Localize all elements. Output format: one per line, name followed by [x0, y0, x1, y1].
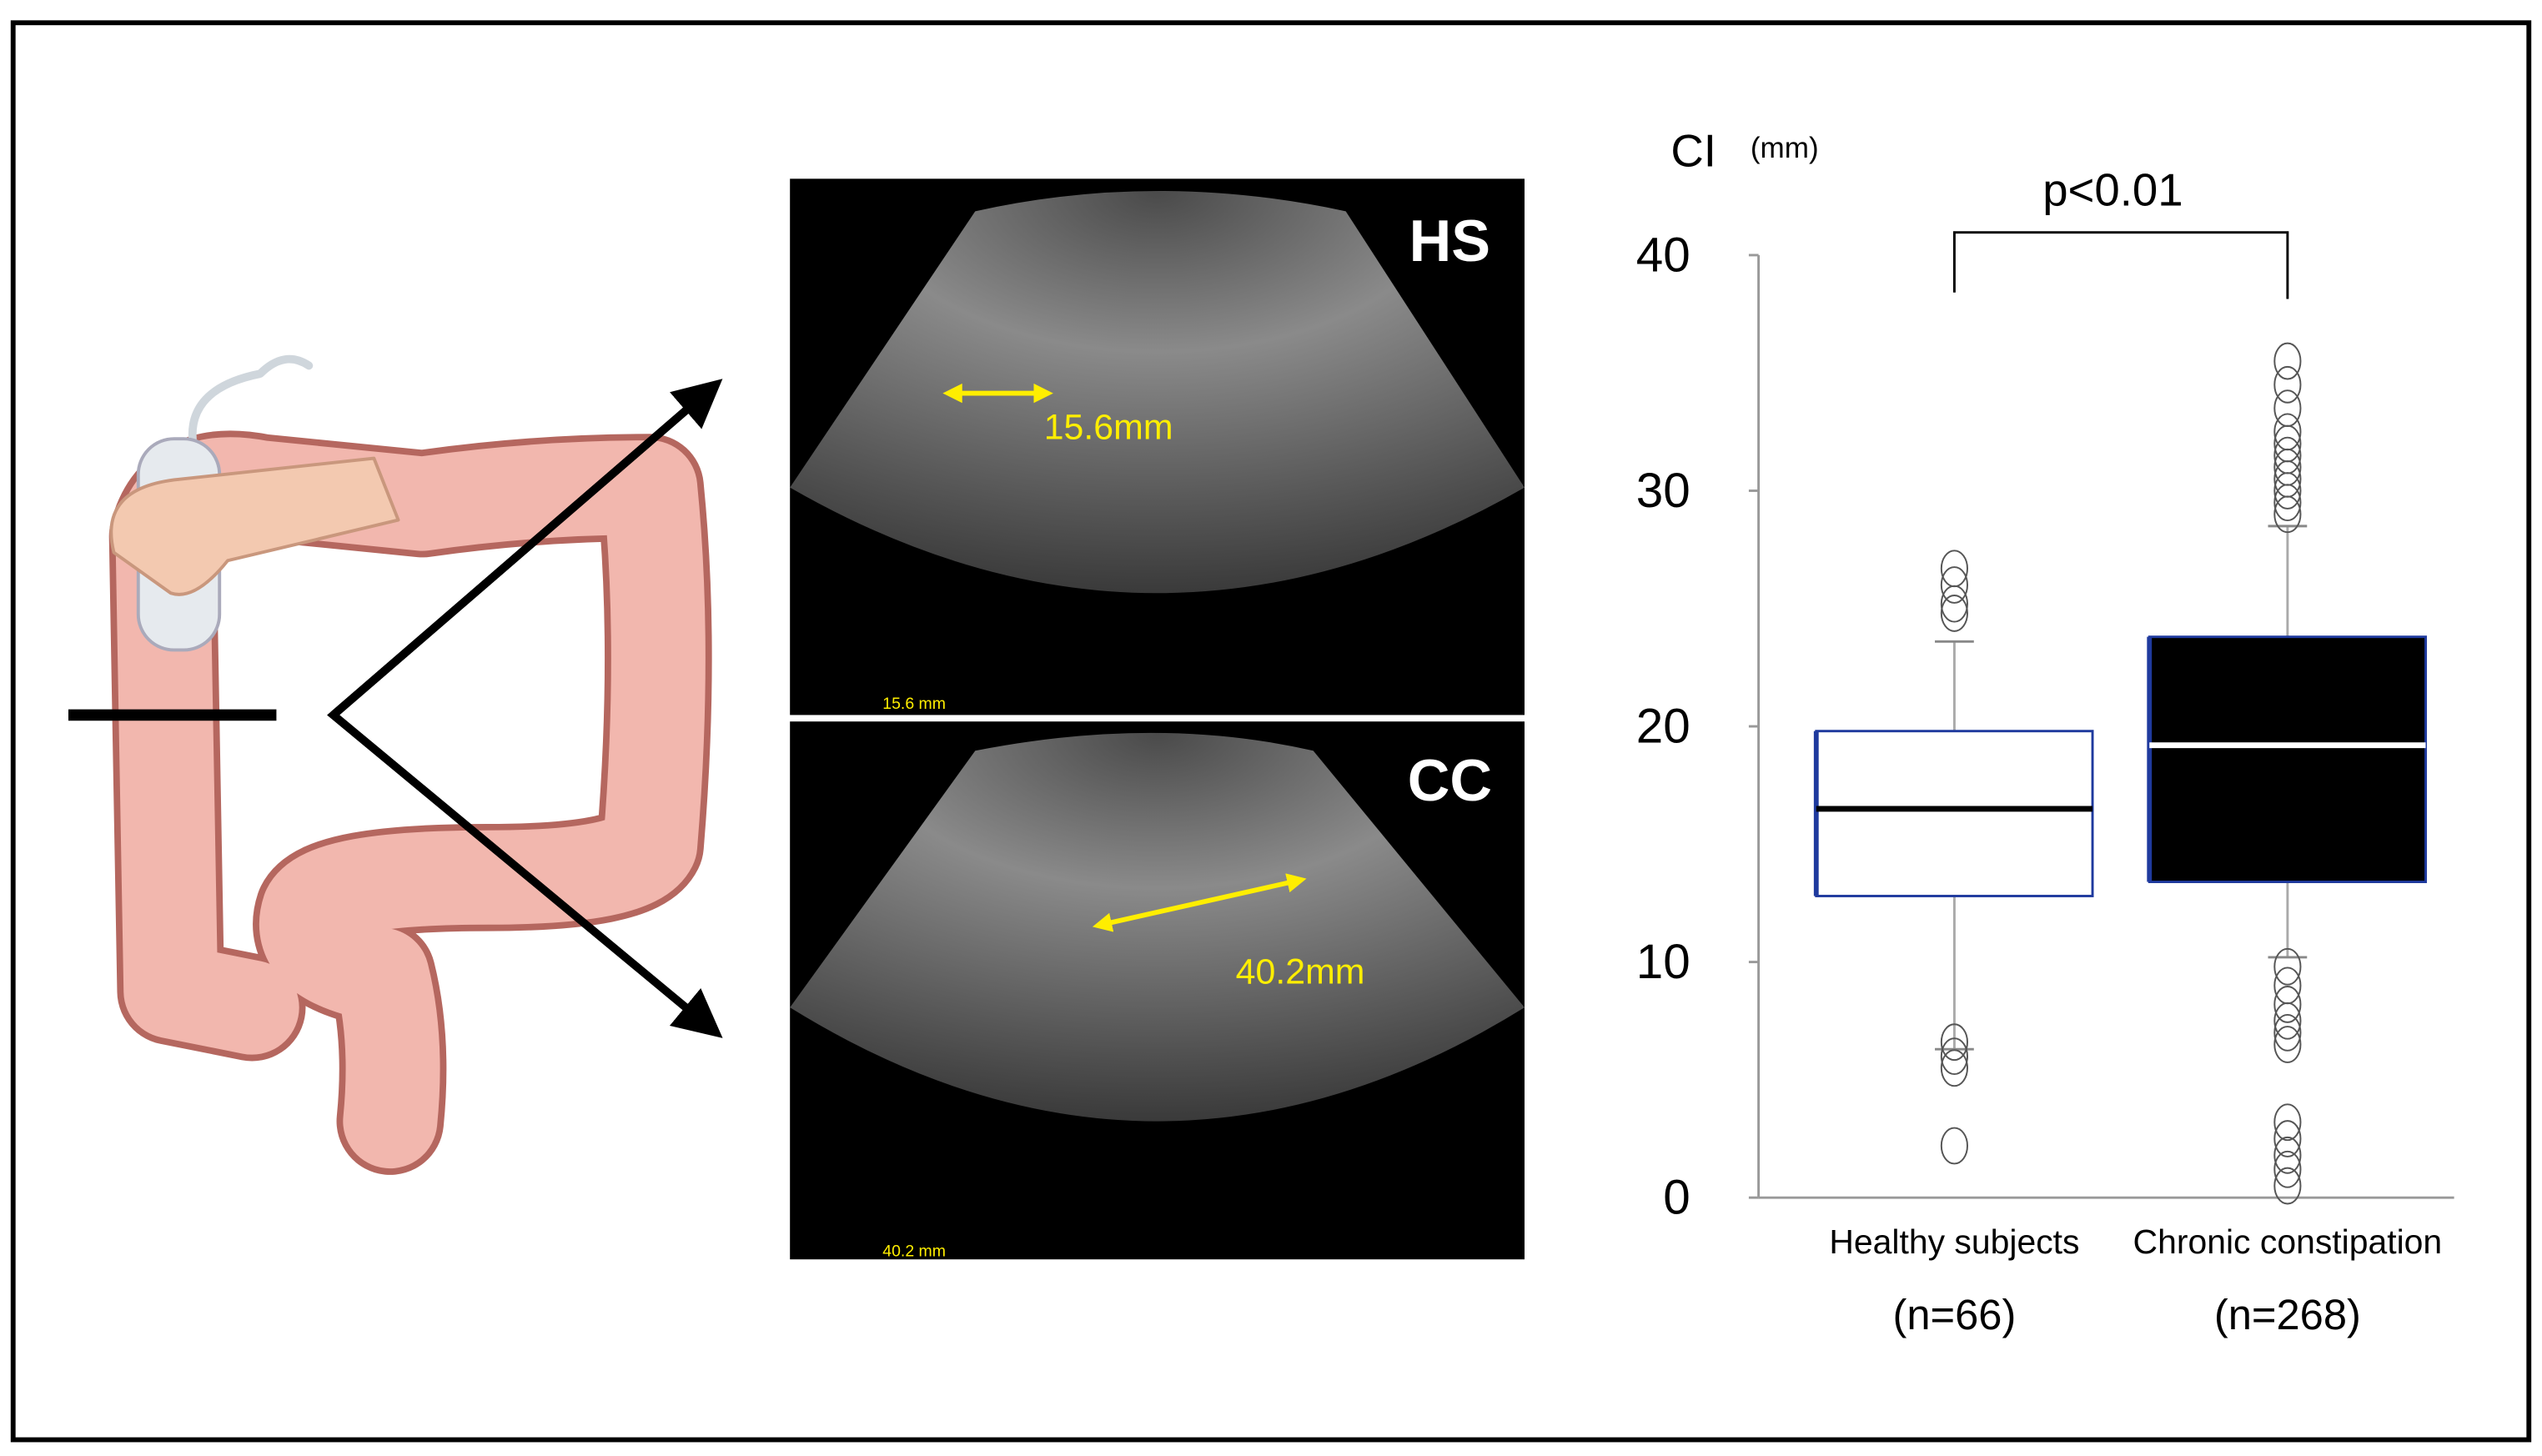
measure-label: 40.2mm	[1236, 951, 1365, 992]
outlier	[1940, 595, 1968, 632]
category-note: (n=66)	[1892, 1291, 2016, 1338]
outlier	[2273, 365, 2302, 404]
y-label: CI	[1670, 126, 1716, 177]
outlier	[2273, 1002, 2302, 1040]
arrow	[330, 379, 723, 719]
box	[1815, 730, 2094, 897]
y-tick-label: 30	[1636, 464, 1690, 518]
y-unit: (mm)	[1751, 132, 1819, 164]
outlier	[1940, 1127, 1968, 1165]
box	[2148, 635, 2427, 883]
colon-illustration	[108, 354, 712, 1175]
outlier	[2273, 986, 2302, 1023]
ultrasound-cc: CC 40.2mm 40.2 mm	[790, 721, 1525, 1260]
outlier	[1940, 1049, 1968, 1087]
measure-label: 15.6mm	[1044, 407, 1173, 447]
outlier	[2273, 1167, 2302, 1205]
scale-text: 15.6 mm	[882, 695, 946, 713]
outlier	[2273, 1150, 2302, 1188]
y-tick-label: 10	[1636, 935, 1690, 989]
panel-label: CC	[1408, 747, 1492, 813]
outlier	[2273, 1026, 2302, 1063]
p-value: p<0.01	[2042, 164, 2183, 215]
outlier	[2273, 495, 2302, 534]
outlier	[2273, 342, 2302, 380]
panel-label: HS	[1409, 208, 1490, 274]
outlier	[1940, 585, 1968, 623]
plot: 0 10 20 30 40 Healthy subjects (n=66) Chronic c…	[1636, 228, 2442, 1338]
outlier	[2273, 1120, 2302, 1157]
category-note: (n=268)	[2214, 1291, 2361, 1338]
outlier	[2273, 1013, 2302, 1052]
outlier	[1940, 566, 1968, 604]
scale-text: 40.2 mm	[882, 1242, 946, 1260]
outlier	[2273, 472, 2302, 510]
outlier	[1940, 1037, 1968, 1076]
outlier	[2273, 1103, 2302, 1142]
bracket	[1952, 231, 2289, 299]
y-tick-label: 20	[1636, 700, 1690, 754]
outlier	[1940, 1023, 1968, 1062]
outlier	[2273, 1136, 2302, 1174]
y-tick-label: 40	[1636, 228, 1690, 282]
outlier	[2273, 484, 2302, 522]
x-tick-label: Healthy subjects	[1829, 1223, 2079, 1261]
x-tick-label: Chronic constipation	[2133, 1223, 2443, 1261]
outlier	[2273, 947, 2302, 986]
y-tick-label: 0	[1663, 1171, 1690, 1225]
ultrasound-hs: HS 15.6mm 15.6 mm	[790, 178, 1525, 715]
